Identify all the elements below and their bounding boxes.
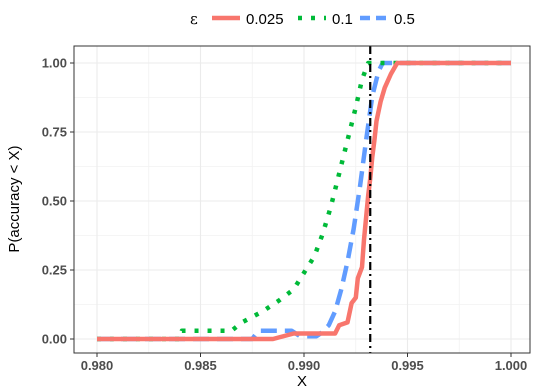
plot-border: [73, 45, 531, 354]
series-line-0-5: [97, 60, 511, 342]
legend-title: ε: [190, 10, 198, 28]
x-axis-title: X: [297, 373, 307, 389]
x-tick-label: 0.990: [288, 358, 321, 373]
y-tick-label: 0.50: [42, 194, 67, 209]
y-tick-label: 1.00: [42, 56, 67, 71]
series-line-0-025: [97, 60, 511, 342]
legend-label-0-025: 0.025: [246, 11, 284, 28]
legend: ε 0.025 0.1 0.5: [190, 10, 415, 28]
x-tick-label: 0.980: [81, 358, 114, 373]
series-line-0-1: [97, 60, 511, 342]
y-tick-label: 0.75: [42, 125, 67, 140]
x-tick-label: 0.985: [184, 358, 217, 373]
series-layer: [97, 60, 511, 342]
y-tick-label: 0.25: [42, 263, 67, 278]
x-tick-label: 0.995: [391, 358, 424, 373]
legend-label-0-5: 0.5: [394, 11, 415, 28]
x-tick-label: 1.000: [495, 358, 528, 373]
y-tick-label: 0.00: [42, 332, 67, 347]
grid: [74, 46, 530, 353]
plot-panel: [73, 45, 531, 354]
legend-label-0-1: 0.1: [332, 11, 353, 28]
y-axis-title: P(accuracy < X): [6, 145, 23, 252]
axes: 0.980 0.985 0.990 0.995 1.000 0.00 0.25 0.50 0.7…: [42, 56, 528, 374]
